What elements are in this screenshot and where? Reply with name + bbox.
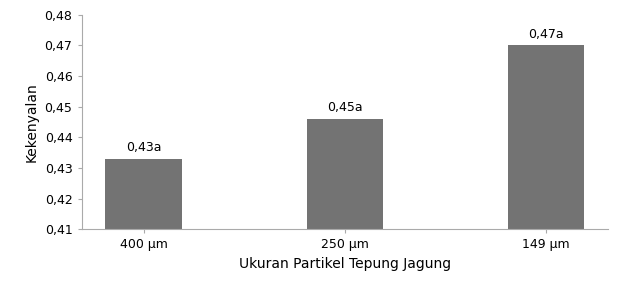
Text: 0,45a: 0,45a <box>327 101 362 114</box>
Bar <box>105 159 182 294</box>
Text: 0,47a: 0,47a <box>528 28 564 41</box>
Bar <box>508 45 584 294</box>
X-axis label: Ukuran Partikel Tepung Jagung: Ukuran Partikel Tepung Jagung <box>239 257 451 271</box>
Bar <box>307 119 383 294</box>
Text: 0,43a: 0,43a <box>126 141 161 154</box>
Y-axis label: Kekenyalan: Kekenyalan <box>25 82 39 162</box>
